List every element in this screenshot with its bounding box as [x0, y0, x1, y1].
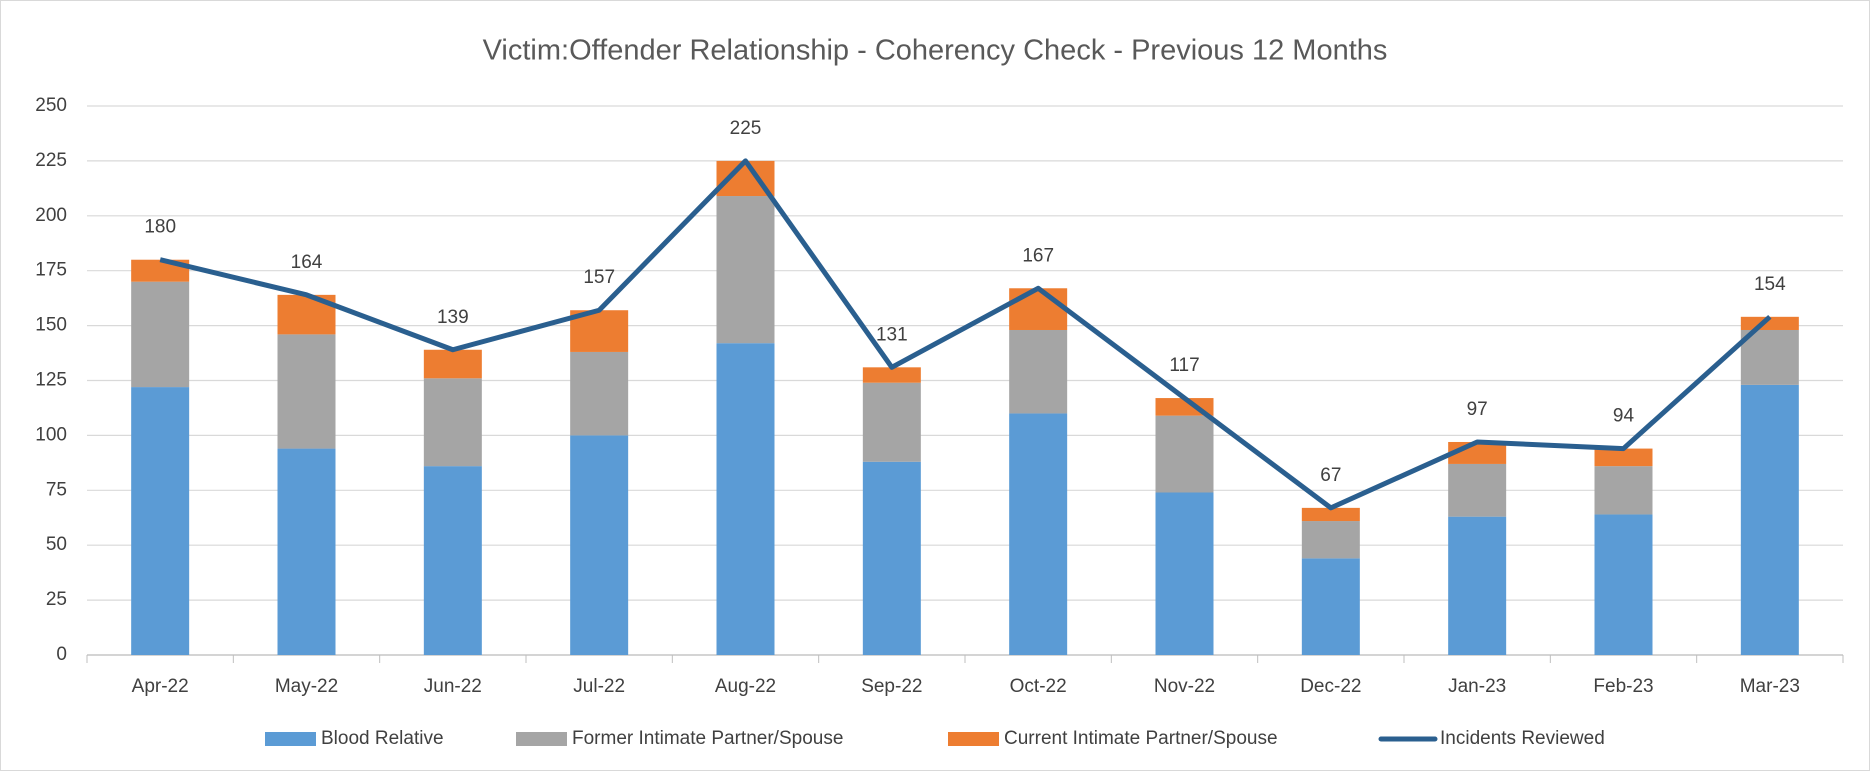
bar-segment [570, 351, 629, 436]
bar-segment [423, 349, 482, 379]
legend-label: Incidents Reviewed [1440, 728, 1605, 749]
data-label: 154 [1754, 274, 1786, 295]
bar-segment [862, 461, 921, 655]
bar-segment [1301, 558, 1360, 655]
bar-segment [1448, 463, 1507, 517]
data-label: 157 [583, 267, 615, 288]
bar-segment [423, 378, 482, 467]
bar-segment [716, 343, 775, 655]
bar-segment [862, 382, 921, 462]
data-label: 94 [1613, 406, 1635, 427]
y-tick-label: 100 [35, 424, 67, 445]
x-tick-label: Nov-22 [1154, 676, 1215, 697]
data-label: 180 [144, 217, 176, 238]
x-tick-label: Mar-23 [1740, 676, 1800, 697]
bar-segment [1009, 413, 1068, 655]
y-tick-label: 250 [35, 95, 67, 116]
bar-segment [131, 387, 190, 655]
bar-segment [131, 281, 190, 388]
y-tick-label: 125 [35, 370, 67, 391]
x-tick-label: Oct-22 [1010, 676, 1067, 697]
bar-segment [277, 448, 336, 655]
y-tick-label: 75 [46, 479, 67, 500]
x-tick-label: Aug-22 [715, 676, 776, 697]
data-label: 131 [876, 324, 908, 345]
legend-label: Current Intimate Partner/Spouse [1004, 728, 1278, 749]
bar-segment [716, 196, 775, 344]
legend-label: Blood Relative [321, 728, 444, 749]
y-tick-label: 25 [46, 589, 67, 610]
y-tick-label: 225 [35, 150, 67, 171]
x-tick-label: May-22 [275, 676, 338, 697]
bar-segment [570, 435, 629, 655]
bar-segment [1448, 516, 1507, 655]
bar-segment [1594, 514, 1653, 655]
legend-swatch [948, 732, 999, 746]
bar-segment [1155, 415, 1214, 493]
bar-segment [1594, 466, 1653, 515]
bar-segment [1594, 448, 1653, 467]
bar-segment [1009, 288, 1068, 330]
y-tick-label: 0 [56, 644, 67, 665]
legend-label: Former Intimate Partner/Spouse [572, 728, 843, 749]
y-tick-label: 200 [35, 205, 67, 226]
legend-swatch [265, 732, 316, 746]
bar-segment [1301, 507, 1360, 522]
x-tick-label: Dec-22 [1300, 676, 1361, 697]
bar-segment [862, 367, 921, 383]
bar-segment [1155, 492, 1214, 655]
y-tick-label: 150 [35, 315, 67, 336]
data-label: 225 [730, 118, 762, 139]
data-label: 167 [1022, 245, 1054, 266]
x-tick-label: Jan-23 [1448, 676, 1506, 697]
x-tick-label: Feb-23 [1593, 676, 1653, 697]
data-label: 139 [437, 307, 469, 328]
line-series [159, 158, 1772, 511]
legend-swatch [516, 732, 567, 746]
bar-segment [1740, 384, 1799, 655]
x-tick-label: Jun-22 [424, 676, 482, 697]
bar-segment [1009, 329, 1068, 414]
data-label: 97 [1467, 399, 1488, 420]
bar-segment [1301, 521, 1360, 559]
data-label: 164 [291, 252, 323, 273]
data-label: 67 [1320, 465, 1341, 486]
x-tick-label: Apr-22 [132, 676, 189, 697]
bar-segment [277, 334, 336, 449]
y-tick-label: 50 [46, 534, 67, 555]
bar-segment [423, 466, 482, 655]
y-tick-label: 175 [35, 260, 67, 281]
bar-segment [1740, 329, 1799, 385]
x-tick-label: Sep-22 [861, 676, 922, 697]
chart-title: Victim:Offender Relationship - Coherency… [483, 35, 1388, 67]
x-tick-label: Jul-22 [573, 676, 625, 697]
data-label: 117 [1169, 355, 1199, 376]
